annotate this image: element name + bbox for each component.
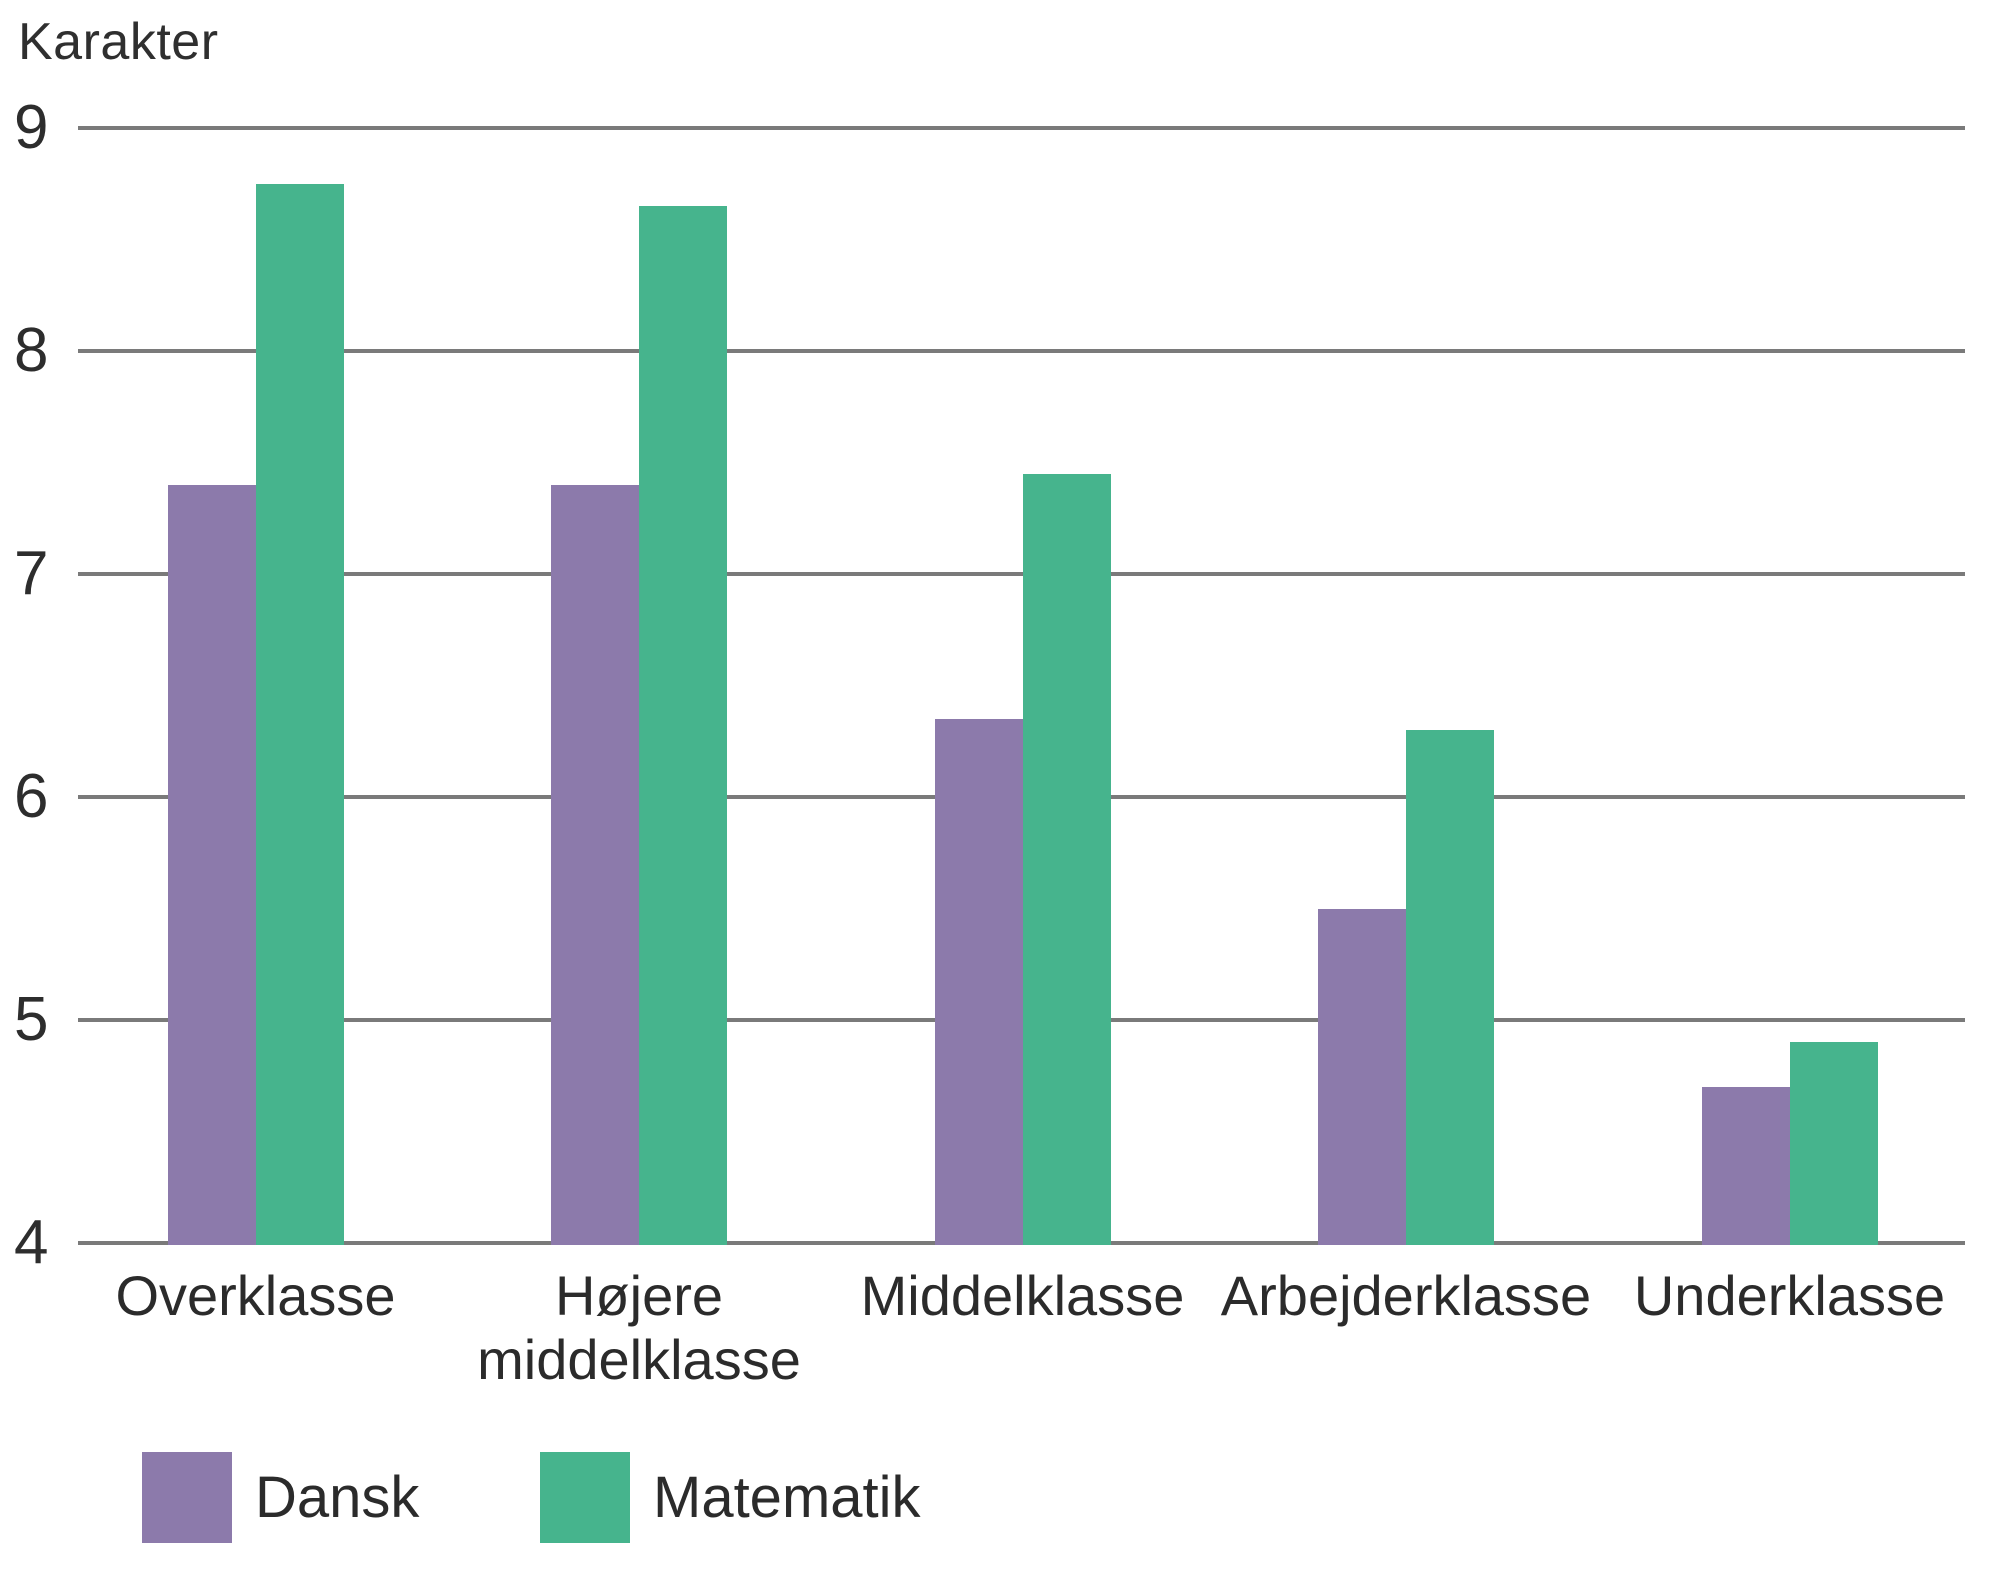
x-category-label-middelklasse: Middelklasse <box>860 1264 1185 1327</box>
x-category-label-overklasse: Overklasse <box>115 1264 396 1327</box>
y-tick-label-4: 4 <box>14 1208 49 1277</box>
bar-dansk-overklasse <box>167 484 256 1245</box>
x-category-label-underklasse: Underklasse <box>1633 1264 1946 1327</box>
y-axis-title: Karakter <box>18 13 219 71</box>
x-category-label-højere-middelklasse: Højere middelklasse <box>477 1264 801 1392</box>
y-tick-label-5: 5 <box>14 985 49 1054</box>
bar-dansk-middelklasse <box>934 718 1023 1245</box>
legend-label-matematik: Matematik <box>653 1464 921 1530</box>
legend-item-dansk: Dansk <box>142 1452 419 1543</box>
bar-matematik-middelklasse <box>1022 473 1111 1245</box>
y-tick-label-8: 8 <box>14 316 49 385</box>
legend-item-matematik: Matematik <box>540 1452 921 1543</box>
x-category-label-arbejderklasse: Arbejderklasse <box>1220 1264 1592 1327</box>
gridline-8 <box>78 349 1965 353</box>
bar-matematik-arbejderklasse <box>1406 730 1494 1245</box>
legend-label-dansk: Dansk <box>255 1464 420 1530</box>
bar-matematik-underklasse <box>1789 1042 1878 1245</box>
gridline-9 <box>78 126 1965 130</box>
y-tick-label-9: 9 <box>14 93 49 162</box>
bar-matematik-højere-middelklasse <box>639 206 727 1245</box>
bar-matematik-overklasse <box>255 183 344 1245</box>
bar-dansk-højere-middelklasse <box>551 484 639 1245</box>
bar-dansk-underklasse <box>1701 1086 1790 1245</box>
legend-swatch-matematik <box>540 1452 630 1543</box>
bar-dansk-arbejderklasse <box>1318 908 1406 1245</box>
gridline-7 <box>78 572 1965 576</box>
legend-swatch-dansk <box>142 1452 232 1543</box>
y-tick-label-7: 7 <box>14 539 49 608</box>
y-tick-label-6: 6 <box>14 762 49 831</box>
